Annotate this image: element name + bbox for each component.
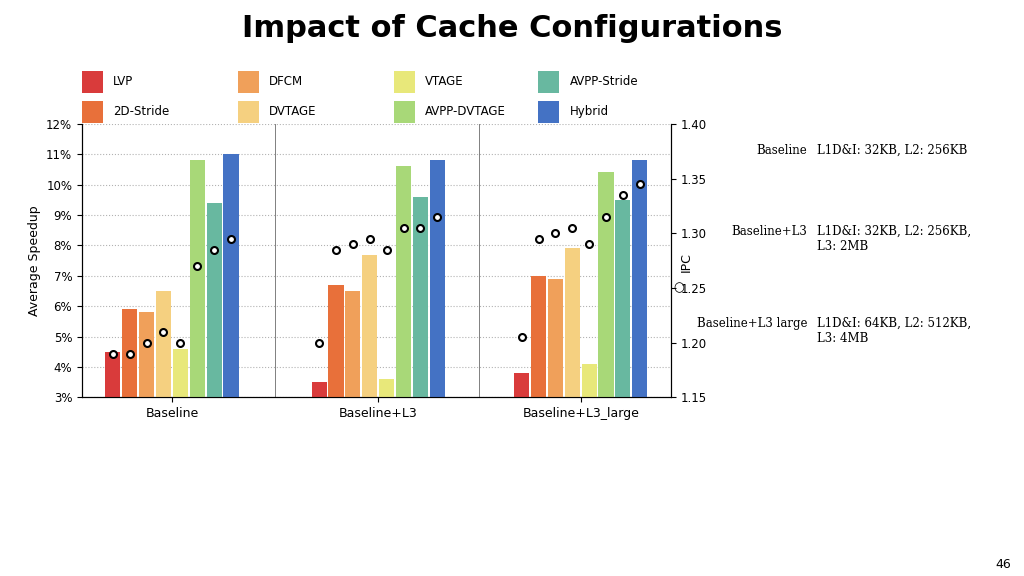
Bar xyxy=(329,285,344,488)
Bar xyxy=(173,349,188,488)
Bar xyxy=(632,160,647,488)
Text: depend much on the cache configuration: depend much on the cache configuration xyxy=(225,519,799,547)
Y-axis label: Average Speedup: Average Speedup xyxy=(28,205,41,316)
Text: IPC: IPC xyxy=(680,252,693,272)
Bar xyxy=(311,382,327,488)
FancyBboxPatch shape xyxy=(238,71,258,93)
Bar xyxy=(379,379,394,488)
FancyBboxPatch shape xyxy=(539,101,559,123)
Bar xyxy=(514,373,529,488)
Bar xyxy=(345,291,360,488)
Text: L1D&I: 64KB, L2: 512KB,
L3: 4MB: L1D&I: 64KB, L2: 512KB, L3: 4MB xyxy=(817,317,972,345)
Bar xyxy=(430,160,444,488)
Bar xyxy=(207,203,222,488)
Bar xyxy=(530,276,546,488)
Text: L1D&I: 32KB, L2: 256KB,
L3: 2MB: L1D&I: 32KB, L2: 256KB, L3: 2MB xyxy=(817,225,972,253)
Bar xyxy=(548,279,563,488)
FancyBboxPatch shape xyxy=(82,101,102,123)
Text: LVP: LVP xyxy=(113,75,133,88)
FancyBboxPatch shape xyxy=(539,71,559,93)
Bar xyxy=(615,200,631,488)
Text: Hybrid: Hybrid xyxy=(569,105,608,118)
FancyBboxPatch shape xyxy=(238,101,258,123)
FancyBboxPatch shape xyxy=(82,71,102,93)
Text: L1D&I: 32KB, L2: 256KB: L1D&I: 32KB, L2: 256KB xyxy=(817,144,968,157)
Text: ○: ○ xyxy=(674,282,685,294)
Text: Impact of Cache Configurations: Impact of Cache Configurations xyxy=(242,14,782,43)
Text: VTAGE: VTAGE xyxy=(425,75,464,88)
Bar xyxy=(189,160,205,488)
FancyBboxPatch shape xyxy=(394,71,415,93)
Text: Baseline+L3: Baseline+L3 xyxy=(731,225,807,238)
Bar xyxy=(362,255,378,488)
Text: DVTAGE: DVTAGE xyxy=(269,105,316,118)
Text: DFCM: DFCM xyxy=(269,75,303,88)
Bar xyxy=(598,172,613,488)
Bar xyxy=(582,364,597,488)
Bar xyxy=(413,197,428,488)
Text: 46: 46 xyxy=(995,558,1011,571)
Bar xyxy=(223,154,239,488)
Bar xyxy=(564,248,580,488)
Text: Baseline: Baseline xyxy=(757,144,807,157)
Bar xyxy=(396,166,411,488)
Text: 2D-Stride: 2D-Stride xyxy=(113,105,169,118)
Bar xyxy=(105,352,121,488)
FancyBboxPatch shape xyxy=(394,101,415,123)
Bar xyxy=(122,309,137,488)
Text: The speedup of load value prediction does not: The speedup of load value prediction doe… xyxy=(189,463,835,491)
Bar xyxy=(156,291,171,488)
Text: Baseline+L3 large: Baseline+L3 large xyxy=(697,317,807,330)
Text: AVPP-DVTAGE: AVPP-DVTAGE xyxy=(425,105,506,118)
Text: AVPP-Stride: AVPP-Stride xyxy=(569,75,638,88)
Bar xyxy=(139,312,155,488)
